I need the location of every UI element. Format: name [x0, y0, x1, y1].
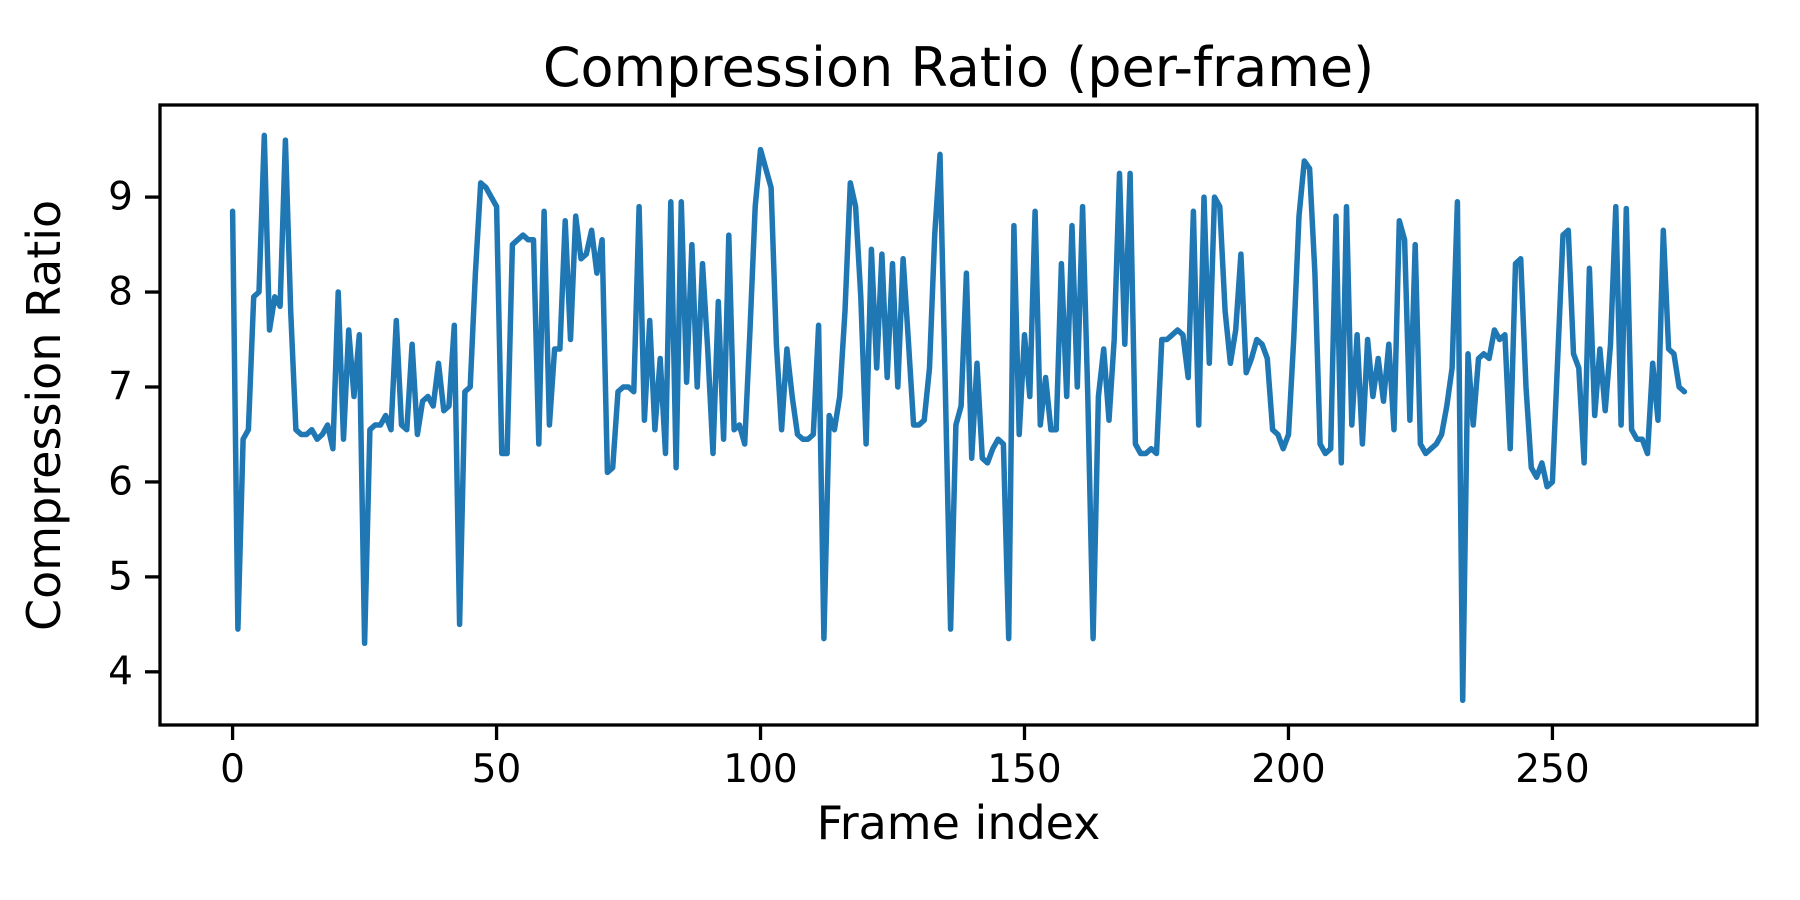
- y-tick-label: 6: [108, 459, 133, 504]
- data-series-line: [229, 132, 1688, 704]
- y-tick-label: 8: [108, 270, 133, 315]
- x-tick-label: 250: [1515, 747, 1589, 792]
- y-tick-label: 9: [108, 175, 133, 220]
- x-tick-label: 0: [220, 747, 245, 792]
- x-tick-label: 100: [723, 747, 797, 792]
- y-tick-label: 4: [108, 649, 133, 694]
- y-axis-label: Compression Ratio: [17, 199, 71, 631]
- y-tick-label: 5: [108, 554, 133, 599]
- chart-title: Compression Ratio (per-frame): [542, 36, 1375, 99]
- x-tick-label: 200: [1251, 747, 1325, 792]
- x-tick-label: 150: [987, 747, 1061, 792]
- x-tick-label: 50: [472, 747, 522, 792]
- x-axis-label: Frame index: [816, 796, 1101, 850]
- y-tick-label: 7: [108, 364, 133, 409]
- plot-frame: [158, 103, 1759, 727]
